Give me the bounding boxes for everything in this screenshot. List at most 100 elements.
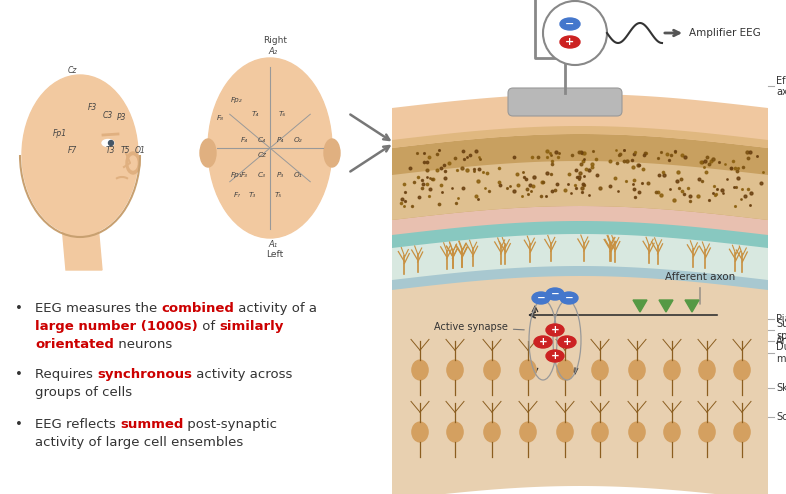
Text: +: + [551, 351, 560, 361]
Ellipse shape [546, 350, 564, 362]
Text: Dura
mater: Dura mater [776, 342, 786, 364]
Ellipse shape [108, 140, 113, 146]
Ellipse shape [447, 360, 463, 380]
Text: combined: combined [161, 302, 234, 315]
Text: Amplifier EEG: Amplifier EEG [689, 28, 761, 38]
Ellipse shape [699, 422, 715, 442]
Text: Fp₁: Fp₁ [231, 172, 243, 178]
Polygon shape [392, 131, 768, 220]
Text: Skull: Skull [776, 383, 786, 393]
Ellipse shape [484, 360, 500, 380]
Text: F₈: F₈ [216, 115, 223, 121]
Ellipse shape [200, 139, 216, 167]
Ellipse shape [560, 18, 580, 30]
Text: T₄: T₄ [252, 111, 259, 117]
Ellipse shape [484, 422, 500, 442]
Text: +: + [551, 325, 560, 335]
Text: Active synapse: Active synapse [434, 322, 524, 332]
Text: P3: P3 [117, 113, 127, 122]
Polygon shape [392, 161, 768, 220]
Text: Amplifier: Amplifier [398, 120, 439, 128]
Ellipse shape [520, 422, 536, 442]
Text: −: − [565, 19, 575, 29]
Ellipse shape [557, 360, 573, 380]
FancyBboxPatch shape [508, 88, 622, 116]
Text: Arachnoid: Arachnoid [776, 336, 786, 346]
Ellipse shape [699, 360, 715, 380]
Polygon shape [392, 274, 768, 494]
Text: Cz: Cz [258, 152, 266, 158]
Text: P₃: P₃ [277, 172, 284, 178]
Text: orientated: orientated [35, 338, 114, 351]
Ellipse shape [208, 58, 332, 238]
Text: EEG measures the: EEG measures the [35, 302, 161, 315]
Text: synchronous: synchronous [97, 368, 192, 381]
Text: P₄: P₄ [277, 137, 284, 143]
Text: Fp₂: Fp₂ [231, 97, 243, 103]
Text: +: + [565, 37, 575, 47]
Polygon shape [685, 300, 699, 312]
Text: activity of large cell ensembles: activity of large cell ensembles [35, 436, 243, 449]
Ellipse shape [546, 324, 564, 336]
Ellipse shape [102, 139, 114, 147]
Ellipse shape [412, 360, 428, 380]
Text: T3: T3 [105, 146, 115, 155]
Ellipse shape [558, 336, 576, 348]
Polygon shape [392, 204, 768, 235]
Ellipse shape [560, 292, 578, 304]
Text: neurons: neurons [114, 338, 172, 351]
Text: −: − [551, 289, 560, 299]
Ellipse shape [126, 152, 140, 174]
Ellipse shape [412, 422, 428, 442]
Ellipse shape [592, 360, 608, 380]
Ellipse shape [447, 422, 463, 442]
Text: −: − [537, 293, 545, 303]
Text: Cz: Cz [68, 66, 77, 75]
Ellipse shape [629, 422, 645, 442]
Text: EEG electrode: EEG electrode [619, 106, 714, 140]
Ellipse shape [532, 292, 550, 304]
Text: of: of [198, 320, 219, 333]
Ellipse shape [129, 156, 137, 170]
Text: T5: T5 [120, 146, 130, 155]
Text: Left: Left [266, 250, 284, 259]
Text: F₃: F₃ [241, 172, 248, 178]
Text: F₇: F₇ [233, 192, 241, 198]
Text: •: • [15, 302, 23, 315]
Ellipse shape [734, 360, 750, 380]
Text: activity across: activity across [192, 368, 292, 381]
Ellipse shape [22, 75, 138, 235]
Text: •: • [15, 418, 23, 431]
Ellipse shape [557, 422, 573, 442]
Text: Requires: Requires [35, 368, 97, 381]
Text: O₁: O₁ [294, 172, 303, 178]
Text: C3: C3 [103, 111, 113, 120]
Ellipse shape [546, 288, 564, 300]
Ellipse shape [560, 36, 580, 48]
Ellipse shape [592, 422, 608, 442]
Text: similarly: similarly [219, 320, 284, 333]
Text: post-synaptic: post-synaptic [183, 418, 277, 431]
Text: large number (1000s): large number (1000s) [35, 320, 198, 333]
Text: •: • [15, 368, 23, 381]
Polygon shape [659, 300, 673, 312]
Text: O1: O1 [134, 146, 145, 155]
Ellipse shape [664, 360, 680, 380]
Text: +: + [538, 337, 547, 347]
Polygon shape [633, 300, 647, 312]
Text: activity of a: activity of a [234, 302, 318, 315]
Text: A₂: A₂ [269, 47, 277, 56]
Text: A₁: A₁ [269, 240, 277, 249]
Text: Scalp: Scalp [776, 412, 786, 422]
Text: Afferent axon: Afferent axon [665, 272, 735, 304]
Ellipse shape [520, 360, 536, 380]
Ellipse shape [734, 422, 750, 442]
Text: C₃: C₃ [258, 172, 266, 178]
Text: Subarachnoid
space: Subarachnoid space [776, 319, 786, 341]
Text: T₆: T₆ [278, 111, 285, 117]
Text: Fp1: Fp1 [53, 128, 67, 137]
Text: F₄: F₄ [241, 137, 248, 143]
Polygon shape [392, 219, 768, 248]
Text: +: + [563, 337, 571, 347]
Text: Efferent
axon: Efferent axon [776, 76, 786, 97]
